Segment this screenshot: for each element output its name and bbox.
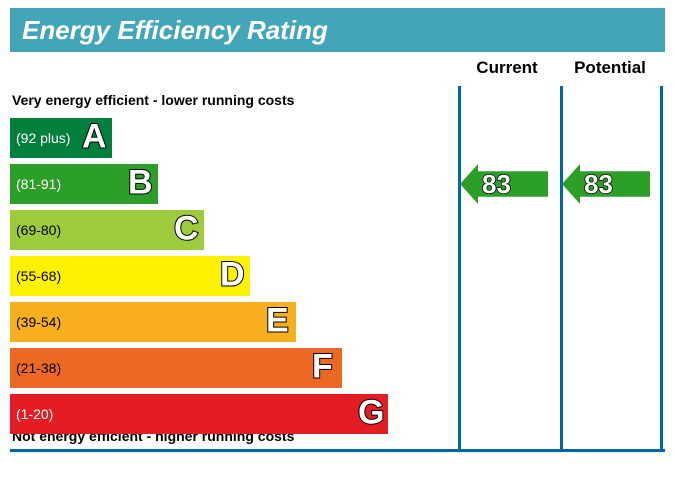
band-range-label: (21-38) (16, 360, 61, 376)
rating-value-potential: 83 (584, 164, 613, 204)
band-range-label: (92 plus) (16, 130, 70, 146)
band-letter: G (358, 394, 384, 433)
band-letter: A (82, 118, 107, 157)
column-header-current: Current (458, 58, 556, 78)
chart-baseline (10, 449, 665, 452)
rating-band-f: (21-38) F (10, 348, 342, 388)
rating-band-b: (81-91) B (10, 164, 158, 204)
column-header-potential: Potential (560, 58, 660, 78)
band-range-label: (1-20) (16, 406, 53, 422)
band-range-label: (55-68) (16, 268, 61, 284)
band-letter: E (266, 302, 289, 341)
chart-area: Very energy efficient - lower running co… (10, 58, 665, 452)
chart-title: Energy Efficiency Rating (22, 15, 328, 46)
rating-band-a: (92 plus) A (10, 118, 112, 158)
band-letter: F (312, 348, 333, 387)
band-letter: C (174, 210, 199, 249)
rating-band-g: (1-20) G (10, 394, 388, 434)
band-letter: D (220, 256, 245, 295)
column-divider (660, 86, 663, 452)
band-range-label: (81-91) (16, 176, 61, 192)
caption-top: Very energy efficient - lower running co… (12, 92, 294, 108)
band-range-label: (39-54) (16, 314, 61, 330)
band-range-label: (69-80) (16, 222, 61, 238)
title-bar: Energy Efficiency Rating (10, 8, 665, 52)
rating-band-e: (39-54) E (10, 302, 296, 342)
rating-band-c: (69-80) C (10, 210, 204, 250)
rating-arrow-potential: 83 (562, 164, 650, 204)
column-divider (458, 86, 461, 452)
column-divider (560, 86, 563, 452)
band-letter: B (128, 164, 153, 203)
rating-band-d: (55-68) D (10, 256, 250, 296)
rating-arrow-current: 83 (460, 164, 548, 204)
rating-value-current: 83 (482, 164, 511, 204)
